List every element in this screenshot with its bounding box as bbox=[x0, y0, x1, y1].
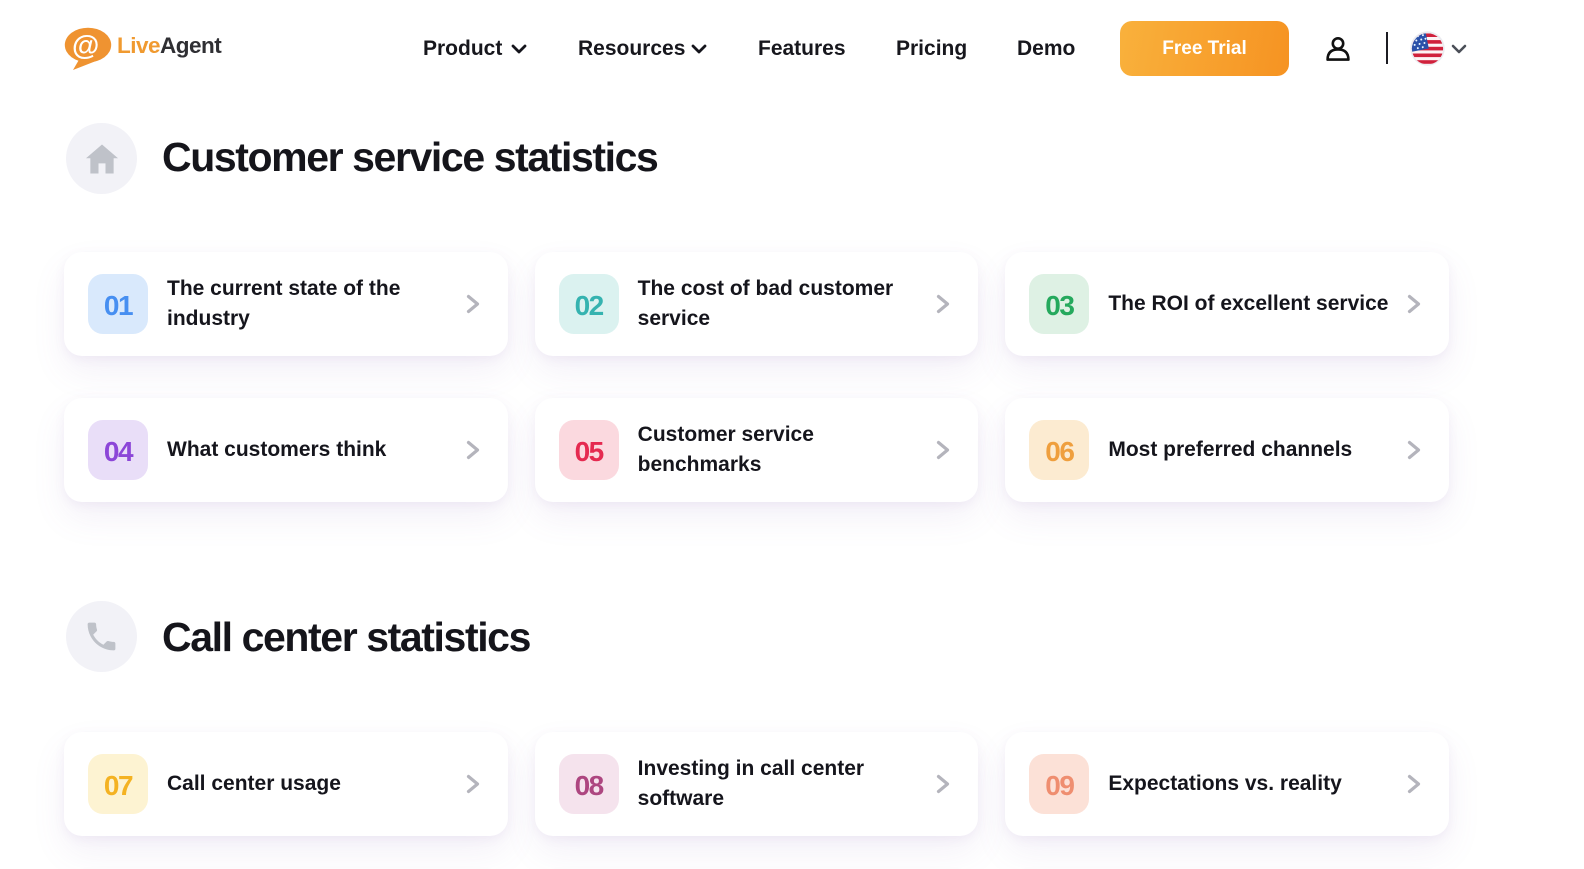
svg-text:@: @ bbox=[72, 30, 99, 61]
svg-text:LiveAgent: LiveAgent bbox=[117, 33, 222, 58]
